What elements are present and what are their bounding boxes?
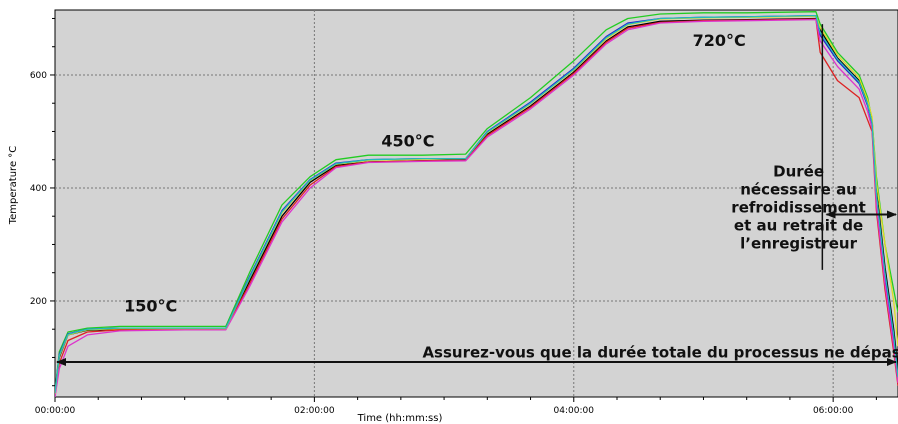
- annotation-line: Durée: [773, 163, 824, 181]
- annotation-2: 450°C: [381, 132, 434, 151]
- series-line-7: [55, 14, 898, 394]
- y-axis-ticks: 200 400 600: [30, 17, 55, 387]
- y-tick-label: 200: [30, 297, 47, 307]
- annotation-line: refroidissement: [731, 199, 866, 217]
- annotation-cooling-note: Durée nécessaire au refroidissement et au r…: [731, 163, 866, 253]
- annotation-1: 150°C: [124, 297, 177, 316]
- annotation-line: l’enregistreur: [740, 235, 857, 253]
- annotation-3: 720°C: [693, 31, 746, 50]
- x-axis-ticks: 00:00:00 02:00:00 04:00:00 06:00:00: [35, 397, 877, 416]
- series-line-5: [55, 18, 898, 397]
- x-tick-label: 06:00:00: [813, 406, 854, 416]
- series-line-1: [55, 11, 898, 392]
- annotation-line: et au retrait de: [734, 217, 863, 235]
- annotation-5: Assurez-vous que la durée totale du proc…: [422, 343, 898, 361]
- annotations: 150°C 450°C 720°C Durée nécessaire au refroid…: [124, 31, 898, 361]
- x-tick-label: 04:00:00: [554, 406, 595, 416]
- overlays: [56, 24, 897, 366]
- annotation-line: nécessaire au: [740, 181, 857, 199]
- series-group: [55, 11, 898, 397]
- x-tick-label: 00:00:00: [35, 406, 76, 416]
- y-axis-label: Temperature °C: [8, 146, 19, 226]
- x-tick-label: 02:00:00: [294, 406, 335, 416]
- x-axis-label: Time (hh:mm:ss): [357, 413, 443, 424]
- y-tick-label: 600: [30, 71, 47, 81]
- y-tick-label: 400: [30, 184, 47, 194]
